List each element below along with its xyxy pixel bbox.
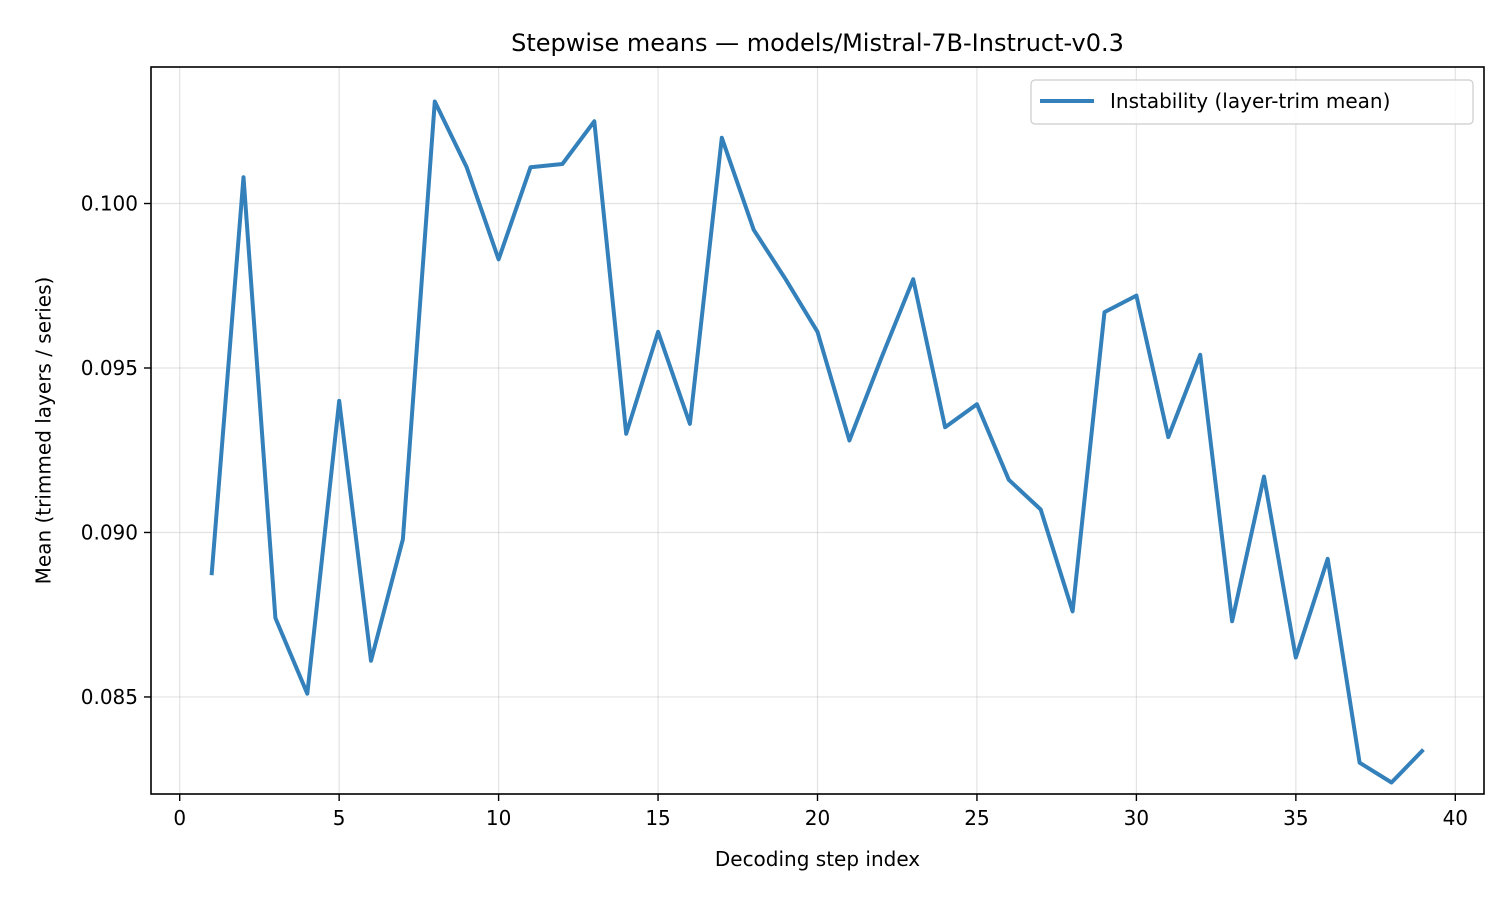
chart-title: Stepwise means — models/Mistral-7B-Instr…: [511, 29, 1124, 57]
x-tick-label: 0: [173, 806, 186, 830]
x-tick-label: 20: [805, 806, 830, 830]
legend-entry-label: Instability (layer-trim mean): [1110, 89, 1390, 113]
series-layer: [209, 99, 1425, 785]
y-tick-label: 0.095: [81, 356, 138, 380]
y-axis: 0.085 0.090 0.095 0.100: [81, 192, 151, 709]
grid-lines: [151, 67, 1484, 794]
x-tick-label: 25: [964, 806, 989, 830]
x-tick-label: 10: [486, 806, 511, 830]
y-tick-label: 0.085: [81, 685, 138, 709]
legend: Instability (layer-trim mean): [1030, 79, 1474, 125]
series-line: [209, 99, 1425, 785]
x-tick-label: 30: [1124, 806, 1149, 830]
x-axis: 0 5 10 15 20 25 30 35 40: [173, 794, 1468, 830]
y-tick-label: 0.090: [81, 520, 138, 544]
legend-box: [1030, 79, 1474, 125]
x-tick-label: 35: [1283, 806, 1308, 830]
x-tick-label: 40: [1443, 806, 1468, 830]
x-axis-title: Decoding step index: [715, 847, 920, 871]
y-tick-label: 0.100: [81, 192, 138, 216]
x-tick-label: 5: [333, 806, 346, 830]
y-axis-title: Mean (trimmed layers / series): [32, 277, 56, 585]
x-tick-label: 15: [645, 806, 670, 830]
